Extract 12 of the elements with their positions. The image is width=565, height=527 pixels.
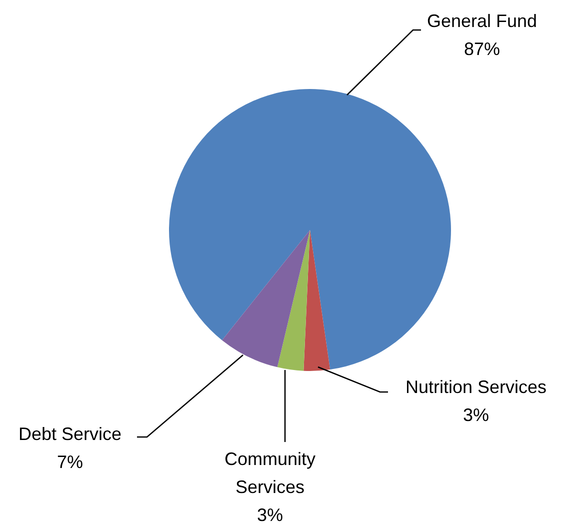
data-label: 7% <box>56 452 84 472</box>
slice-label: Debt Service <box>18 424 122 444</box>
data-label: 3% <box>256 505 284 525</box>
slice-label: Community Services <box>224 449 316 497</box>
pie-slice <box>222 230 310 368</box>
data-label: 3% <box>462 405 490 425</box>
slice-label: Nutrition Services <box>405 377 547 397</box>
pie-slice <box>169 89 451 370</box>
pie-slice <box>277 230 310 371</box>
slice-label: General Fund <box>426 11 538 31</box>
data-label: 87% <box>464 39 500 59</box>
pie-slice <box>304 230 330 371</box>
